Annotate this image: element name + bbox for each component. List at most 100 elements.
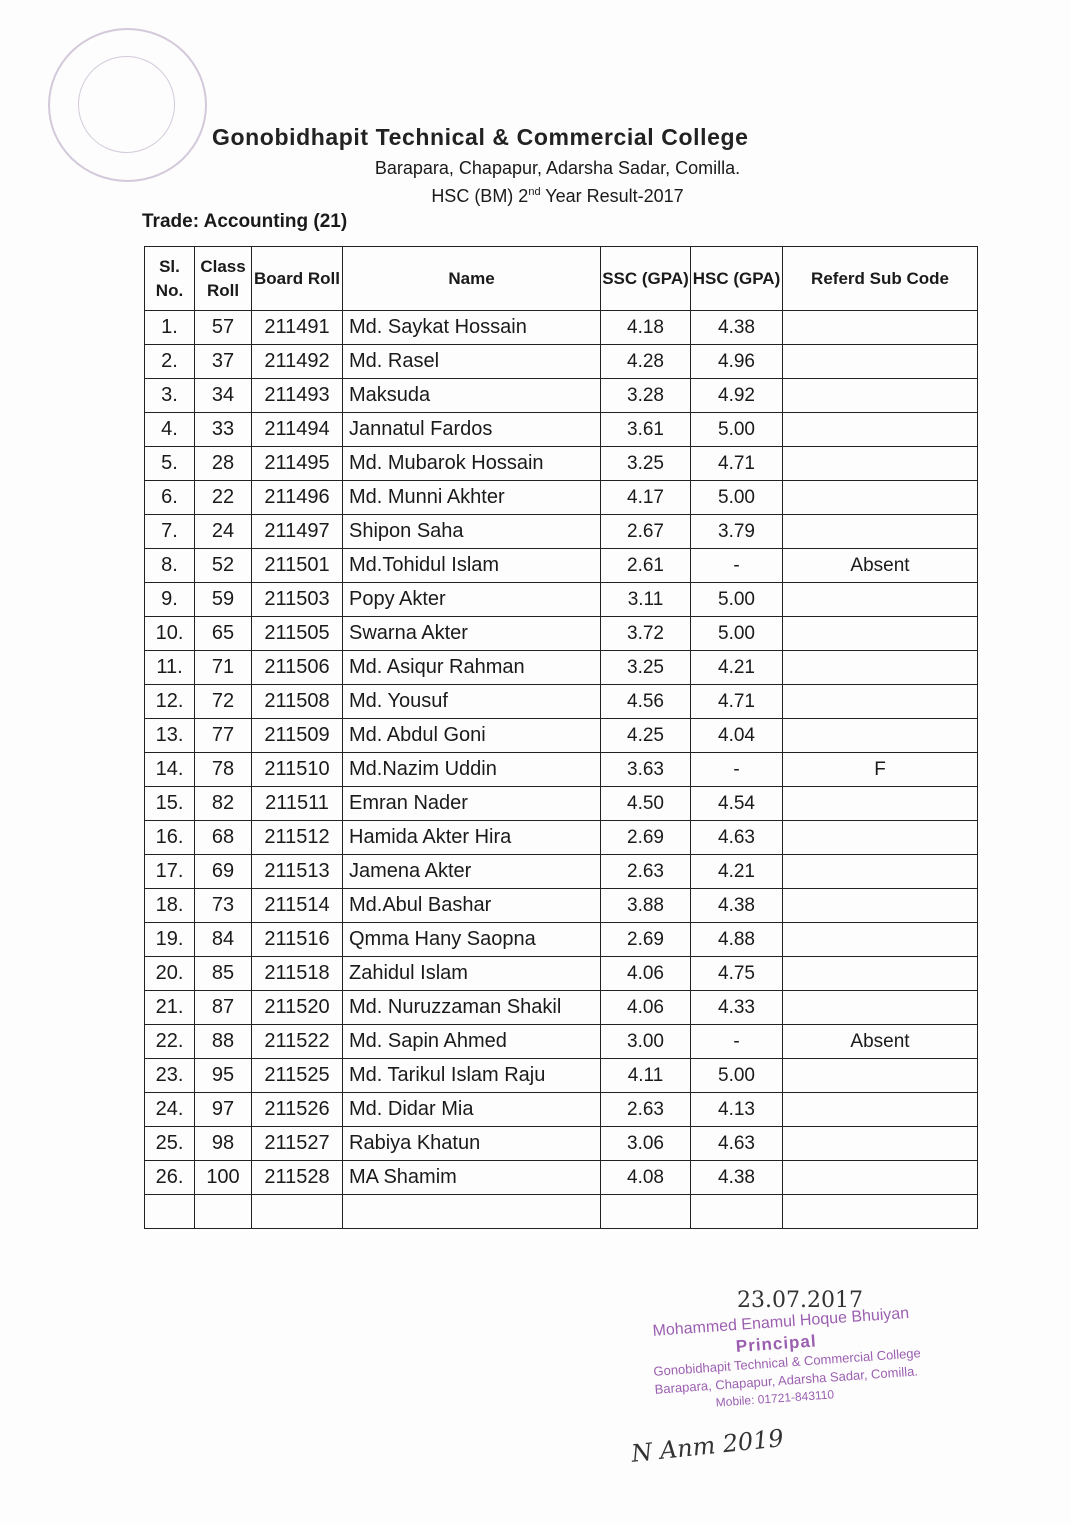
table-cell: MA Shamim [342, 1160, 601, 1195]
table-cell: 97 [194, 1092, 252, 1127]
table-cell: Md. Abdul Goni [342, 718, 601, 753]
table-cell: 68 [194, 820, 252, 855]
table-cell: 211505 [251, 616, 343, 651]
table-cell: 211496 [251, 480, 343, 515]
table-cell [782, 378, 978, 413]
table-cell: Rabiya Khatun [342, 1126, 601, 1161]
table-cell: 211512 [251, 820, 343, 855]
table-cell: 7. [144, 514, 195, 549]
table-row: 4. 33 211494 Jannatul Fardos 3.61 5.00 [144, 412, 978, 447]
table-cell: 3.25 [600, 446, 691, 481]
column-header: HSC (GPA) [690, 246, 783, 311]
column-header: Sl. No. [144, 246, 195, 311]
table-cell: 4. [144, 412, 195, 447]
table-cell [690, 1194, 783, 1229]
table-cell: 4.11 [600, 1058, 691, 1093]
table-cell: 22. [144, 1024, 195, 1059]
table-cell [782, 854, 978, 889]
table-cell: 211495 [251, 446, 343, 481]
table-cell: 211494 [251, 412, 343, 447]
table-cell: 4.54 [690, 786, 783, 821]
table-cell: Jamena Akter [342, 854, 601, 889]
table-cell: Md. Yousuf [342, 684, 601, 719]
table-cell: 95 [194, 1058, 252, 1093]
result-title-prefix: HSC (BM) 2 [431, 186, 529, 206]
table-cell: Qmma Hany Saopna [342, 922, 601, 957]
table-cell: 85 [194, 956, 252, 991]
result-title: HSC (BM) 2nd Year Result-2017 [0, 184, 1070, 208]
table-cell [782, 1160, 978, 1195]
column-header: Board Roll [251, 246, 343, 311]
table-cell: 3.79 [690, 514, 783, 549]
table-cell: Shipon Saha [342, 514, 601, 549]
table-cell [782, 480, 978, 515]
table-cell: 4.18 [600, 310, 691, 345]
table-cell: 4.75 [690, 956, 783, 991]
table-cell: 211522 [251, 1024, 343, 1059]
table-cell: 100 [194, 1160, 252, 1195]
table-cell: Md.Abul Bashar [342, 888, 601, 923]
table-cell: 4.71 [690, 446, 783, 481]
table-cell: Md. Saykat Hossain [342, 310, 601, 345]
table-cell [782, 684, 978, 719]
table-cell [782, 310, 978, 345]
table-cell: 88 [194, 1024, 252, 1059]
table-cell: 73 [194, 888, 252, 923]
table-cell [782, 990, 978, 1025]
table-row: 11. 71 211506 Md. Asiqur Rahman 3.25 4.21 [144, 650, 978, 685]
table-cell: 11. [144, 650, 195, 685]
table-cell: 5. [144, 446, 195, 481]
table-cell: 98 [194, 1126, 252, 1161]
table-cell: 211503 [251, 582, 343, 617]
table-row: 14. 78 211510 Md.Nazim Uddin 3.63- F [144, 752, 978, 787]
table-row: 3. 34 211493 Maksuda 3.28 4.92 [144, 378, 978, 413]
table-cell: Maksuda [342, 378, 601, 413]
table-cell: 72 [194, 684, 252, 719]
table-cell: 34 [194, 378, 252, 413]
table-cell: 8. [144, 548, 195, 583]
table-cell: Md. Asiqur Rahman [342, 650, 601, 685]
table-cell [782, 650, 978, 685]
table-cell: 3.06 [600, 1126, 691, 1161]
column-header: Class Roll [194, 246, 252, 311]
table-cell: Md. Mubarok Hossain [342, 446, 601, 481]
table-cell: Md. Tarikul Islam Raju [342, 1058, 601, 1093]
table-cell: 4.56 [600, 684, 691, 719]
table-cell: 84 [194, 922, 252, 957]
table-cell: 211513 [251, 854, 343, 889]
column-header: Referd Sub Code [782, 246, 978, 311]
table-row: 7. 24 211497 Shipon Saha 2.67 3.79 [144, 514, 978, 549]
table-cell: 59 [194, 582, 252, 617]
table-cell: Md. Nuruzzaman Shakil [342, 990, 601, 1025]
table-cell: 211514 [251, 888, 343, 923]
principal-stamp: Mohammed Enamul Hoque Bhuiyan Principal … [650, 1302, 936, 1415]
table-cell: 211493 [251, 378, 343, 413]
table-row: 23. 95 211525 Md. Tarikul Islam Raju 4.11 5.0… [144, 1058, 978, 1093]
table-cell: 15. [144, 786, 195, 821]
table-cell: 211509 [251, 718, 343, 753]
table-cell: 24 [194, 514, 252, 549]
table-cell: 4.38 [690, 888, 783, 923]
college-address: Barapara, Chapapur, Adarsha Sadar, Comil… [374, 158, 741, 178]
table-cell [144, 1194, 195, 1229]
empty-row [144, 1194, 978, 1229]
table-cell: 16. [144, 820, 195, 855]
table-cell: Zahidul Islam [342, 956, 601, 991]
table-row: 5. 28 211495 Md. Mubarok Hossain 3.25 4.71 [144, 446, 978, 481]
table-cell: 71 [194, 650, 252, 685]
table-cell: 2.61 [600, 548, 691, 583]
table-cell: 87 [194, 990, 252, 1025]
table-cell: 4.38 [690, 310, 783, 345]
table-cell: 3.28 [600, 378, 691, 413]
table-cell: 82 [194, 786, 252, 821]
table-cell [782, 344, 978, 379]
table-cell: 211492 [251, 344, 343, 379]
table-row: 9. 59 211503 Popy Akter 3.11 5.00 [144, 582, 978, 617]
table-cell: 23. [144, 1058, 195, 1093]
table-row: 1. 57 211491 Md. Saykat Hossain 4.18 4.38 [144, 310, 978, 345]
table-cell: 5.00 [690, 616, 783, 651]
table-row: 20. 85 211518 Zahidul Islam 4.06 4.75 [144, 956, 978, 991]
table-cell [782, 582, 978, 617]
signature-date: 23.07.2017 [737, 1288, 863, 1313]
table-cell: 211527 [251, 1126, 343, 1161]
